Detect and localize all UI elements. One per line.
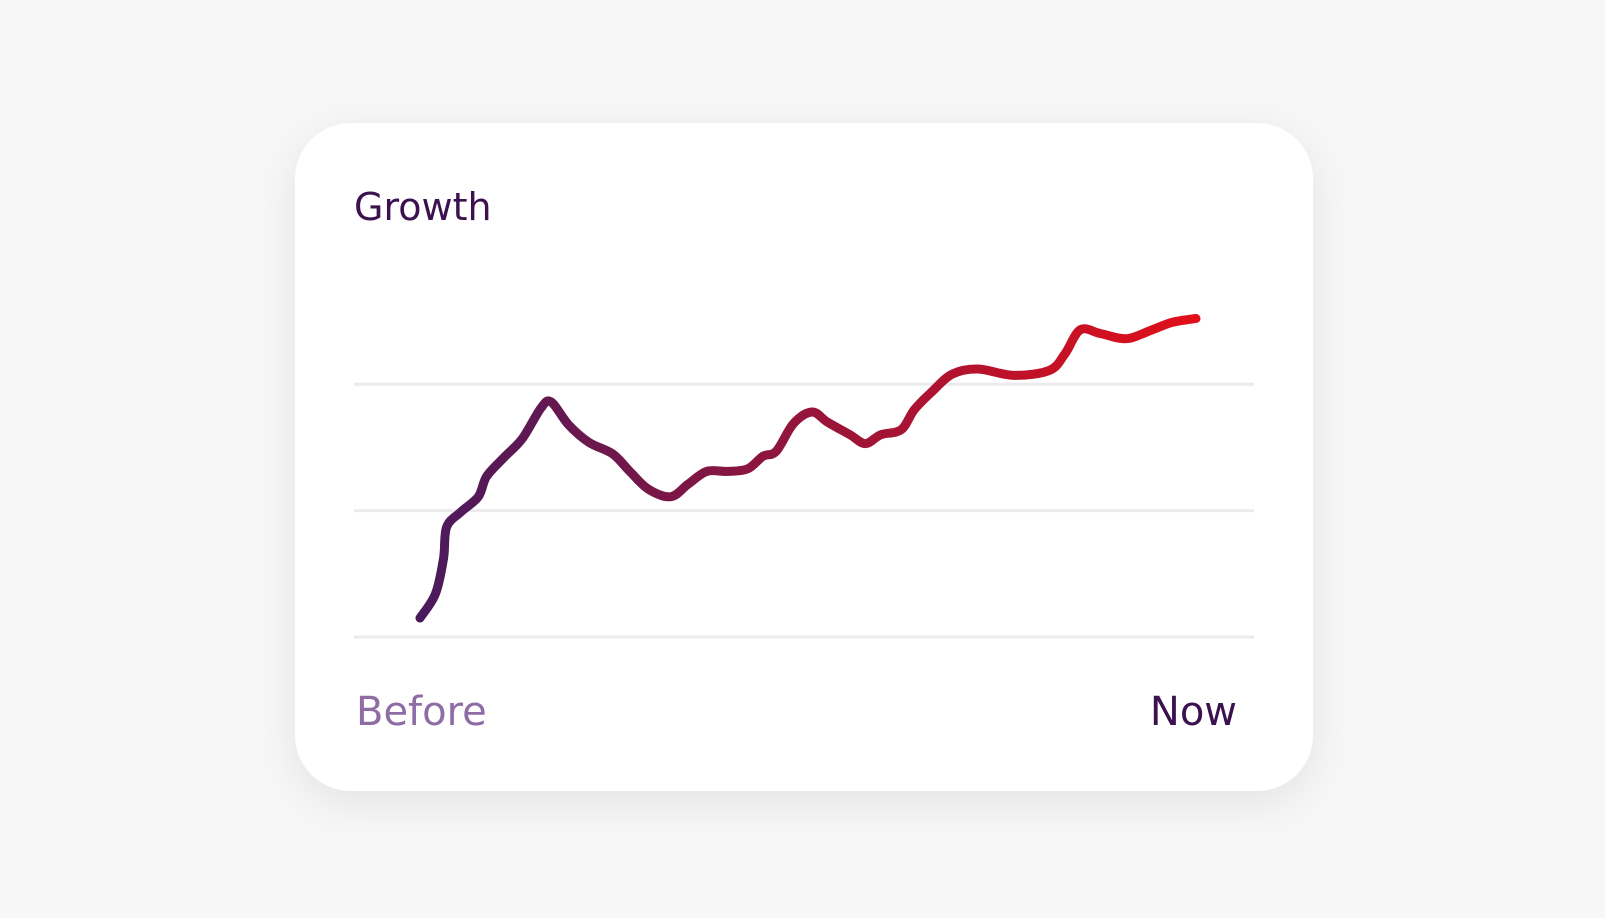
- x-start-label: Before: [356, 689, 487, 735]
- card: [295, 123, 1313, 791]
- x-end-label: Now: [1150, 689, 1237, 735]
- line: [415, 313, 1201, 623]
- chart-title: Growth: [354, 185, 492, 229]
- plot: [354, 313, 1254, 639]
